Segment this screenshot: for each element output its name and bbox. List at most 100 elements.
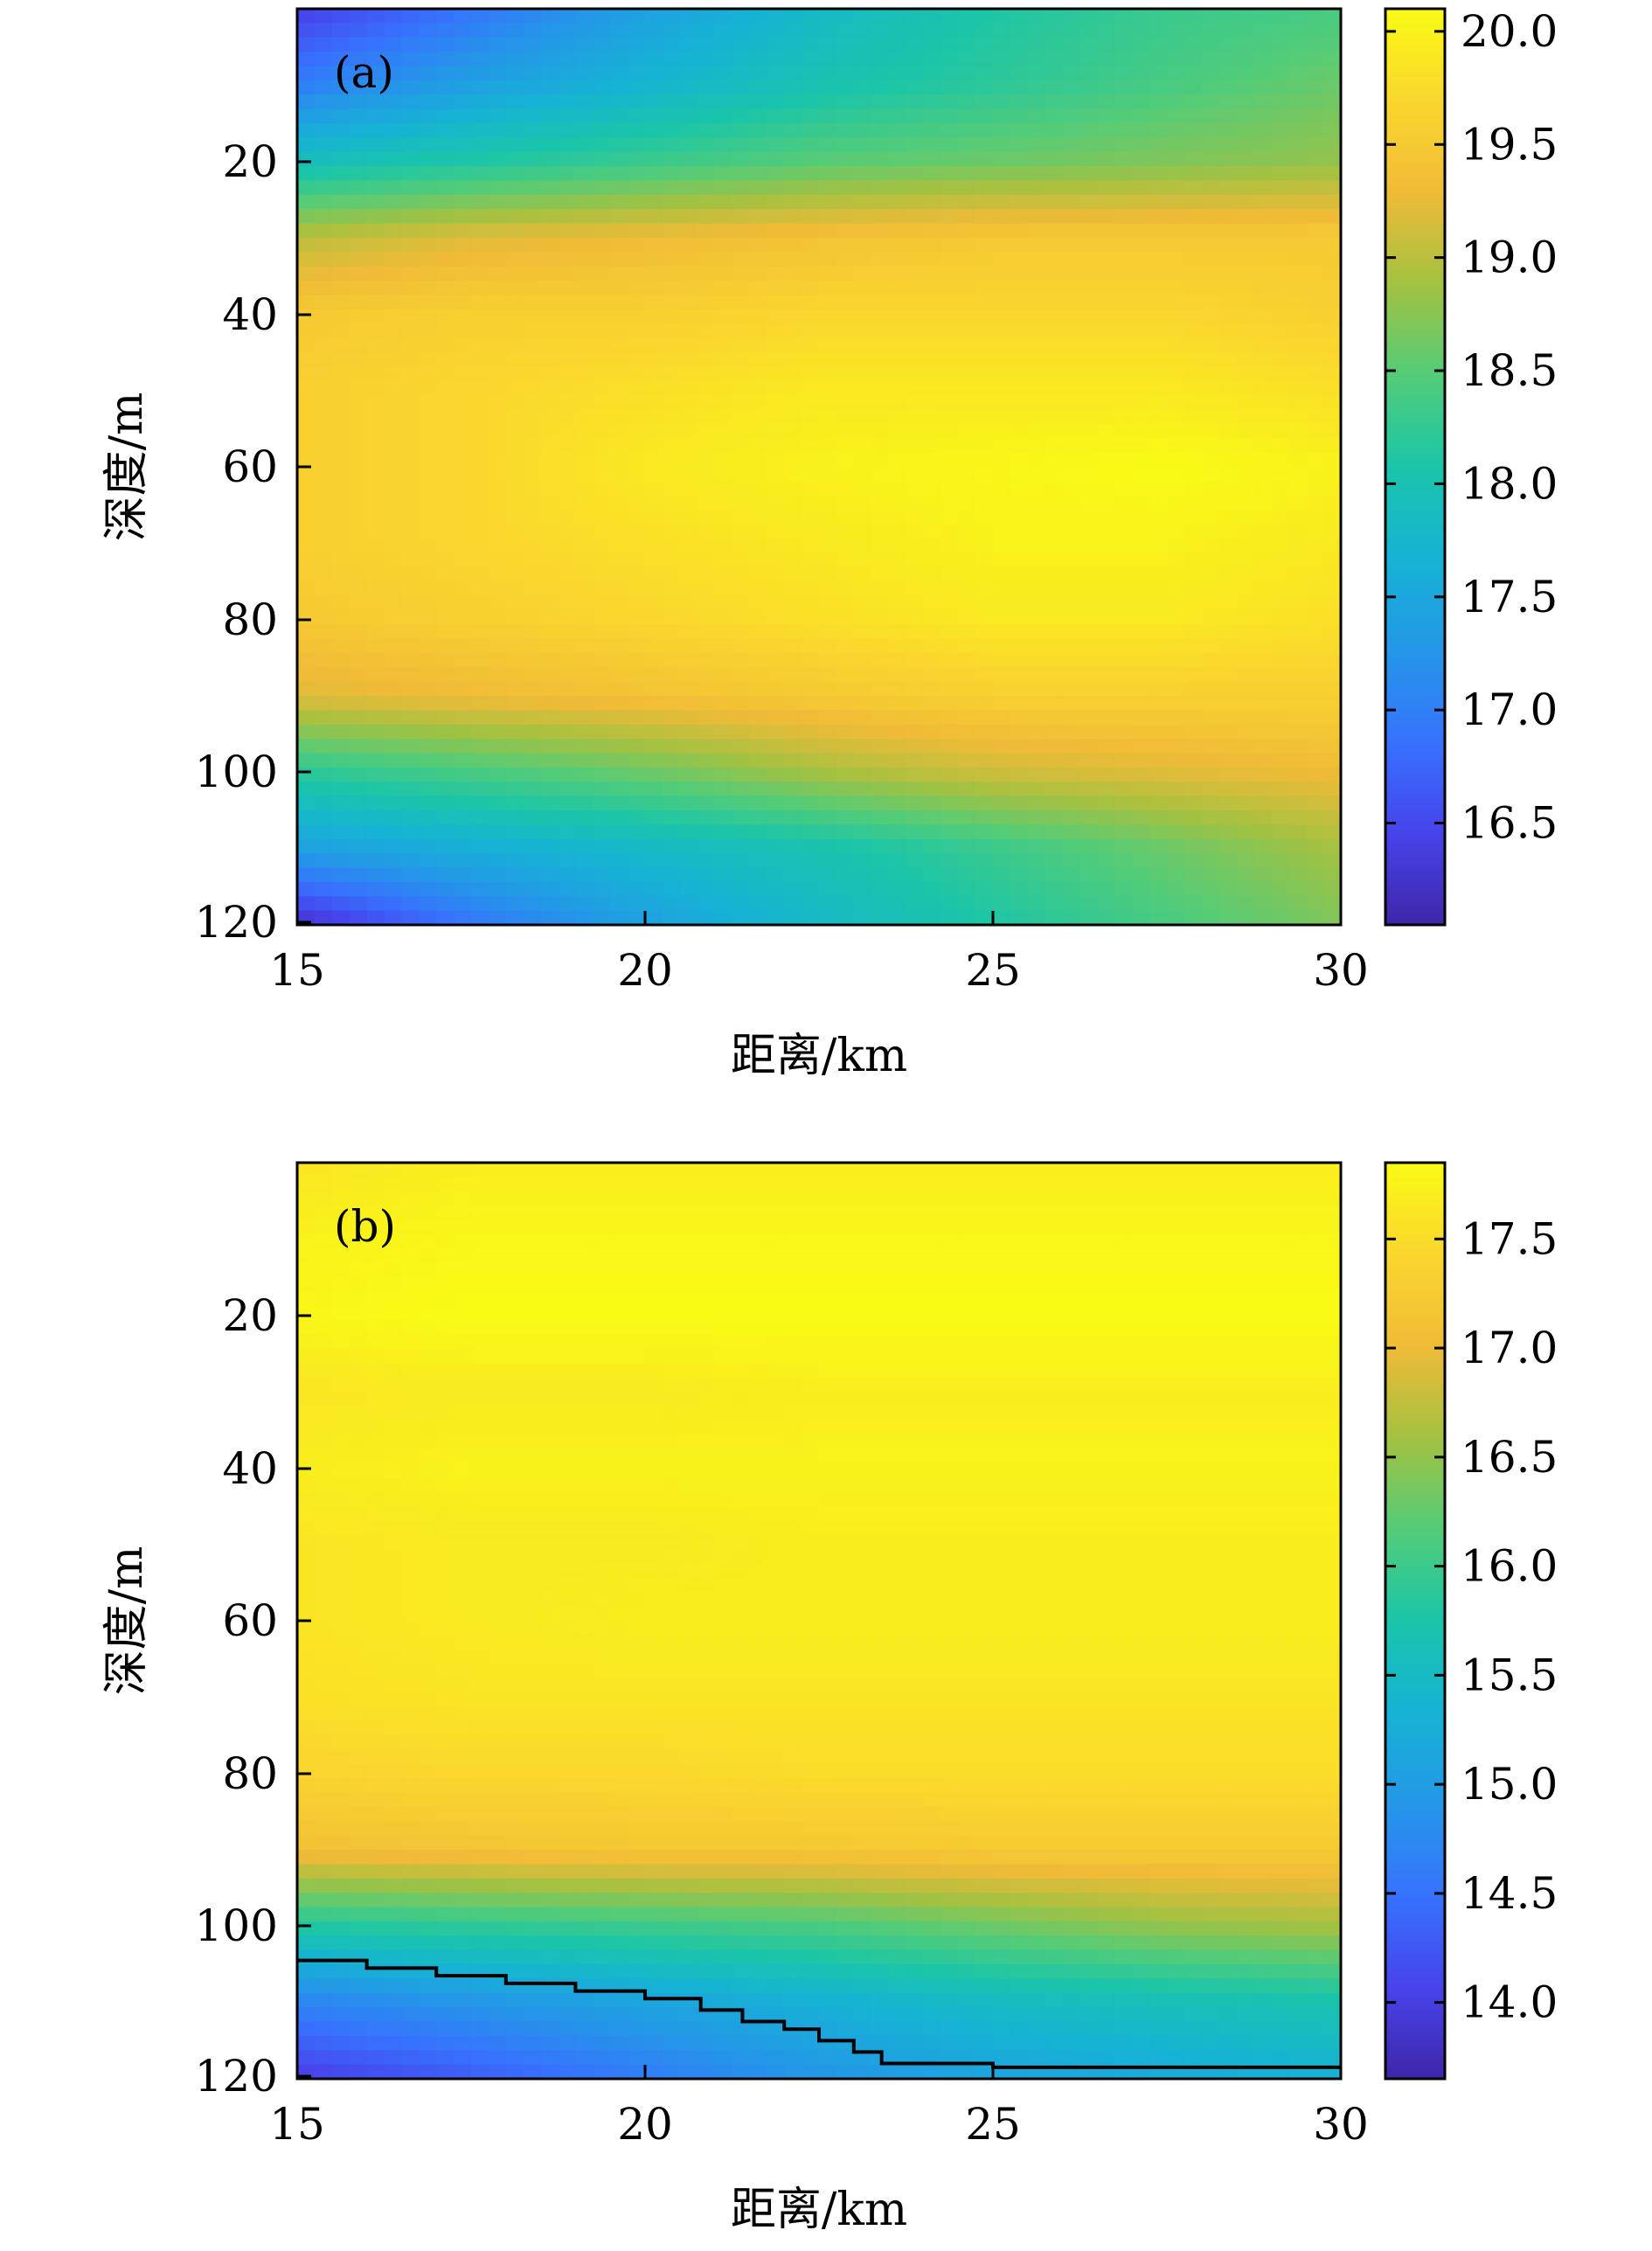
- heatmap-cell: [1183, 123, 1203, 138]
- heatmap-cell: [1027, 1406, 1046, 1421]
- heatmap-cell: [993, 1392, 1011, 1407]
- heatmap-cell: [871, 1377, 890, 1393]
- heatmap-cell: [1271, 1163, 1289, 1178]
- heatmap-cell: [1183, 1305, 1203, 1321]
- heatmap-cell: [366, 52, 385, 67]
- heatmap-cell: [906, 23, 924, 38]
- heatmap-cell: [558, 1320, 576, 1336]
- heatmap-cell: [749, 696, 767, 711]
- heatmap-cell: [1271, 552, 1289, 568]
- heatmap-cell: [314, 867, 333, 883]
- heatmap-cell: [1288, 66, 1307, 81]
- heatmap-cell: [1183, 423, 1203, 439]
- heatmap-cell: [1062, 238, 1081, 253]
- heatmap-cell: [1323, 166, 1342, 182]
- heatmap-cell: [610, 910, 628, 926]
- heatmap-cell: [505, 753, 524, 768]
- heatmap-cell: [297, 37, 316, 52]
- heatmap-cell: [1253, 767, 1272, 782]
- heatmap-cell: [505, 266, 524, 281]
- heatmap-cell: [540, 652, 559, 668]
- heatmap-cell: [645, 481, 663, 497]
- heatmap-cell: [419, 52, 437, 67]
- heatmap-cell: [714, 710, 733, 726]
- heatmap-cell: [1201, 652, 1220, 668]
- heatmap-cell: [523, 710, 542, 726]
- heatmap-cell: [610, 66, 628, 81]
- heatmap-cell: [906, 1205, 924, 1221]
- heatmap-cell: [610, 767, 628, 782]
- heatmap-cell: [802, 166, 820, 182]
- heatmap-cell: [1097, 9, 1115, 24]
- heatmap-cell: [349, 66, 368, 81]
- heatmap-cell: [836, 652, 855, 668]
- heatmap-cell: [993, 1205, 1011, 1221]
- heatmap-cell: [958, 1262, 976, 1278]
- heatmap-cell: [784, 1262, 802, 1278]
- heatmap-cell: [1167, 566, 1185, 582]
- heatmap-cell: [923, 824, 941, 840]
- heatmap-cell: [906, 452, 924, 468]
- heatmap-cell: [349, 409, 368, 425]
- heatmap-cell: [784, 1233, 802, 1249]
- heatmap-cell: [331, 1277, 351, 1292]
- heatmap-cell: [523, 1262, 542, 1278]
- heatmap-cell: [628, 223, 646, 239]
- heatmap-cell: [871, 566, 890, 582]
- heatmap-cell: [471, 538, 489, 553]
- heatmap-cell: [297, 724, 316, 740]
- heatmap-cell: [749, 438, 767, 454]
- heatmap-cell: [384, 467, 402, 482]
- heatmap-cell: [488, 209, 507, 225]
- heatmap-cell: [366, 552, 385, 568]
- heatmap-cell: [471, 209, 489, 225]
- heatmap-cell: [1288, 1348, 1307, 1364]
- heatmap-cell: [1167, 1277, 1185, 1292]
- heatmap-cell: [610, 1363, 628, 1379]
- heatmap-cell: [1045, 194, 1064, 210]
- heatmap-cell: [993, 566, 1011, 582]
- heatmap-cell: [314, 495, 333, 511]
- heatmap-cell: [401, 37, 420, 52]
- heatmap-cell: [1149, 624, 1168, 640]
- heatmap-cell: [523, 609, 542, 625]
- heatmap-cell: [436, 1420, 455, 1435]
- heatmap-cell: [1062, 366, 1081, 382]
- heatmap-cell: [488, 624, 507, 640]
- heatmap-cell: [1097, 1363, 1115, 1379]
- heatmap-cell: [1218, 252, 1238, 267]
- heatmap-cell: [1114, 23, 1133, 38]
- heatmap-cell: [297, 1163, 316, 1178]
- heatmap-cell: [1079, 1348, 1098, 1364]
- heatmap-cell: [1132, 566, 1150, 582]
- heatmap-cell: [958, 881, 976, 897]
- heatmap-cell: [471, 380, 489, 396]
- heatmap-cell: [1027, 767, 1046, 782]
- heatmap-cell: [1288, 94, 1307, 110]
- heatmap-cell: [802, 352, 820, 367]
- heatmap-cell: [314, 80, 333, 95]
- heatmap-cell: [1010, 1305, 1029, 1321]
- heatmap-cell: [1010, 724, 1029, 740]
- heatmap-cell: [1288, 180, 1307, 196]
- heatmap-cell: [1271, 151, 1289, 167]
- heatmap-cell: [767, 1248, 785, 1264]
- heatmap-cell: [1271, 1334, 1289, 1350]
- heatmap-cell: [767, 767, 785, 782]
- heatmap-cell: [767, 1177, 785, 1192]
- heatmap-cell: [732, 467, 750, 482]
- heatmap-cell: [1167, 438, 1185, 454]
- heatmap-cell: [628, 252, 646, 267]
- heatmap-cell: [871, 395, 890, 411]
- heatmap-cell: [906, 782, 924, 797]
- heatmap-cell: [679, 380, 698, 396]
- heatmap-cell: [314, 1377, 333, 1393]
- heatmap-cell: [454, 481, 472, 497]
- heatmap-cell: [1114, 795, 1133, 811]
- heatmap-cell: [767, 624, 785, 640]
- heatmap-cell: [679, 566, 698, 582]
- heatmap-cell: [540, 1291, 559, 1307]
- heatmap-cell: [679, 1305, 698, 1321]
- panel-a: (a) 20 40 60 80 100 120 15 20 25 30: [101, 6, 1558, 1082]
- heatmap-cell: [645, 638, 663, 654]
